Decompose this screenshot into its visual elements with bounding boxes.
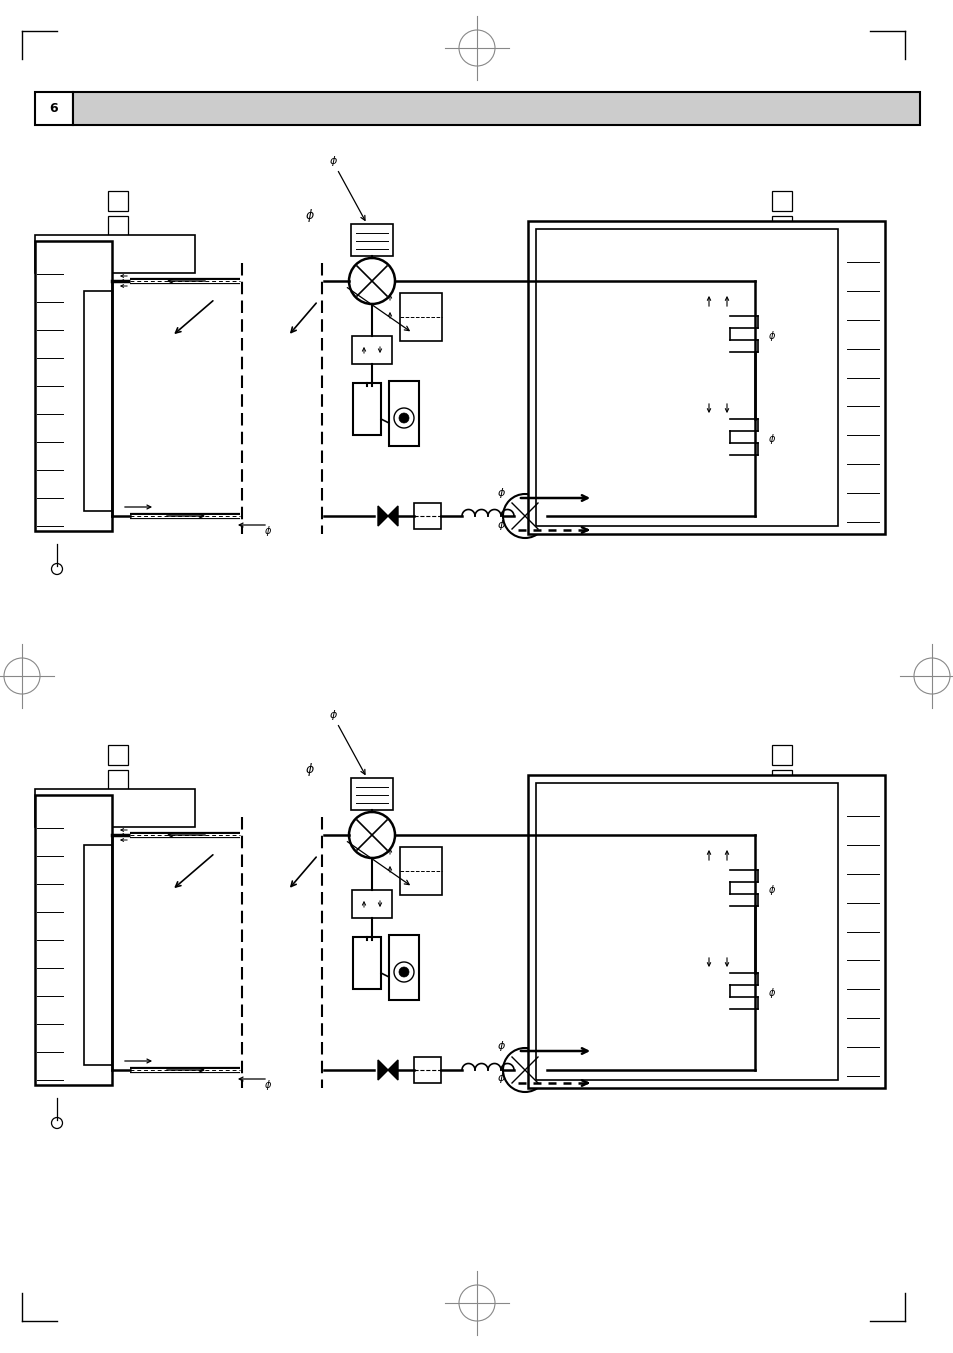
Circle shape (51, 1118, 63, 1128)
Bar (399, 294, 441, 341)
Bar (351, 225, 393, 256)
Bar (108, 216, 128, 235)
Polygon shape (388, 1059, 397, 1080)
Text: $\phi$: $\phi$ (497, 518, 505, 532)
Bar (527, 775, 884, 1088)
Circle shape (349, 258, 395, 304)
Polygon shape (388, 506, 397, 526)
Text: $\phi$: $\phi$ (305, 207, 314, 225)
Text: $\phi$: $\phi$ (767, 432, 776, 446)
Bar (352, 336, 392, 364)
Bar (35, 235, 194, 273)
Bar (771, 191, 791, 211)
Bar (35, 796, 112, 1085)
Polygon shape (377, 1059, 388, 1080)
Text: $\phi$: $\phi$ (497, 486, 505, 501)
Text: $\phi$: $\phi$ (264, 524, 272, 538)
Bar (771, 770, 791, 790)
Bar (352, 890, 392, 917)
Bar (35, 241, 112, 530)
Bar (84, 291, 112, 511)
Text: $\phi$: $\phi$ (767, 329, 776, 344)
Circle shape (394, 409, 414, 428)
Text: $\phi$: $\phi$ (497, 1039, 505, 1053)
Bar (711, 235, 879, 273)
Text: 6: 6 (50, 101, 58, 115)
Circle shape (349, 812, 395, 858)
Bar (536, 783, 837, 1080)
Bar (353, 383, 380, 436)
Circle shape (398, 413, 409, 423)
Bar (399, 847, 441, 894)
Bar (108, 746, 128, 764)
Bar (389, 380, 418, 445)
Bar (771, 746, 791, 764)
Polygon shape (377, 506, 388, 526)
Bar (84, 846, 112, 1065)
Text: $\phi$: $\phi$ (305, 760, 314, 778)
Bar (771, 216, 791, 235)
Bar (414, 503, 440, 529)
Text: $\phi$: $\phi$ (329, 708, 337, 723)
Text: $\phi$: $\phi$ (767, 986, 776, 1000)
Text: $\phi$: $\phi$ (264, 1078, 272, 1092)
Circle shape (502, 1049, 546, 1092)
Bar (711, 789, 879, 827)
Circle shape (394, 962, 414, 982)
Bar (108, 770, 128, 790)
Circle shape (502, 494, 546, 538)
Bar (527, 221, 884, 534)
Bar (108, 191, 128, 211)
Bar (414, 1057, 440, 1082)
Circle shape (51, 563, 63, 575)
Bar (35, 789, 194, 827)
Text: $\phi$: $\phi$ (497, 1072, 505, 1085)
Bar (389, 935, 418, 1000)
Bar (536, 229, 837, 526)
Text: $\phi$: $\phi$ (329, 154, 337, 168)
Bar (353, 938, 380, 989)
Bar (35, 92, 73, 124)
Bar (73, 92, 919, 124)
Text: $\phi$: $\phi$ (767, 884, 776, 897)
Circle shape (398, 967, 409, 977)
Bar (351, 778, 393, 810)
